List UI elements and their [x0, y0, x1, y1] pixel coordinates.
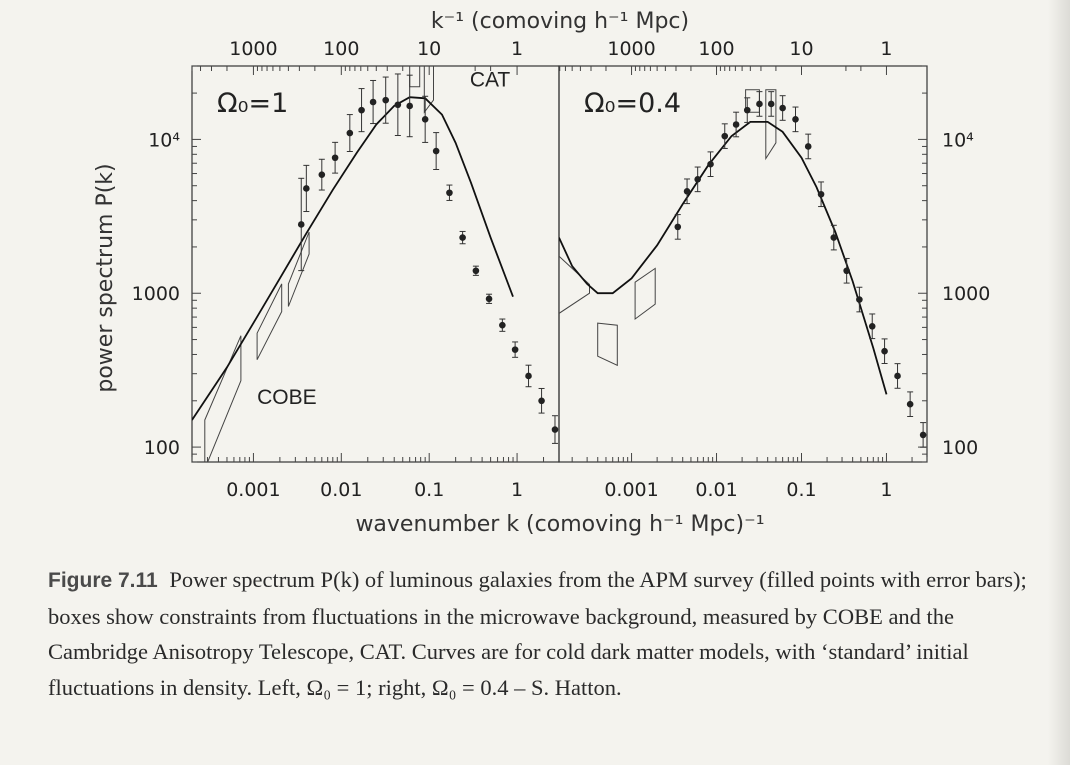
apm-data-point	[756, 100, 763, 108]
x-tick-label: 0.01	[695, 479, 737, 501]
cat-box-4	[423, 66, 434, 114]
apm-data-point	[817, 190, 825, 198]
x-tick-label: 1	[511, 479, 523, 501]
apm-data-point	[707, 160, 714, 168]
x-tick-label: 0.1	[414, 479, 444, 501]
constraint-boxes-left	[204, 66, 434, 462]
apm-data-point	[843, 267, 850, 275]
top-tick-label: 1	[880, 38, 892, 60]
left-axis-label: power spectrum P(k)	[93, 163, 118, 392]
apm-data-point	[421, 116, 429, 123]
x-tick-label: 0.01	[320, 479, 362, 501]
apm-data-point	[868, 322, 876, 330]
apm-data-point	[485, 295, 493, 303]
apm-data-point	[358, 106, 365, 114]
cobe-box-1	[597, 322, 618, 367]
cobe-box-1	[256, 283, 283, 360]
apm-data-point	[694, 176, 701, 183]
apm-data-point	[767, 100, 775, 108]
page-edge-shadow	[1048, 0, 1070, 765]
cobe-box-2	[634, 267, 656, 320]
cobe-box-0	[204, 335, 242, 462]
apm-data-point	[382, 96, 390, 104]
apm-data-point	[406, 102, 413, 110]
cat-box-3	[409, 66, 421, 88]
apm-data-point	[318, 171, 326, 178]
left-panel-omega-1: 0.001 0.01 0.1 1 1000 100 10 1 100 1000 10⁴ COBE CAT…	[132, 38, 560, 501]
apm-data-point	[459, 234, 466, 241]
y-tick-label: 100	[942, 437, 978, 459]
apm-data-point	[894, 372, 901, 380]
constraint-boxes-right	[559, 89, 777, 367]
apm-data-point	[446, 189, 453, 197]
x-tick-label: 0.001	[226, 479, 280, 501]
top-tick-label: 100	[323, 38, 359, 60]
apm-data-point	[856, 296, 863, 303]
omega-label-right: Ω₀=0.4	[584, 88, 681, 119]
apm-data-point	[432, 147, 440, 155]
apm-data-point	[779, 104, 786, 112]
top-tick-label: 1000	[607, 38, 655, 60]
apm-data-point	[919, 431, 927, 439]
top-tick-label: 100	[698, 38, 734, 60]
apm-data-point	[792, 116, 799, 123]
apm-data-point	[303, 185, 310, 192]
power-spectrum-figure: k⁻¹ (comoving h⁻¹ Mpc) wavenumber k (com…	[93, 9, 990, 537]
apm-data-point	[394, 101, 402, 109]
apm-data-point	[830, 234, 838, 241]
cdm-model-curve-left	[192, 96, 514, 421]
apm-data-point	[743, 106, 751, 114]
apm-data-point	[881, 347, 888, 355]
figure-caption: Figure 7.11 Power spectrum P(k) of lumin…	[48, 562, 1038, 705]
right-panel-omega-0.4: 0.001 0.01 0.1 1 1000 100 10 1 100 1000 10⁴ Ω₀=0.4	[558, 38, 990, 501]
apm-data-point	[551, 426, 559, 433]
apm-data-point	[472, 267, 480, 275]
apm-data-point	[297, 221, 305, 228]
x-tick-label: 0.001	[604, 479, 658, 501]
cat-label: CAT	[470, 69, 511, 92]
apm-data-point	[683, 187, 691, 195]
figure-number: Figure 7.11	[48, 569, 158, 592]
apm-data-point	[538, 397, 545, 405]
apm-data-point	[732, 121, 740, 128]
apm-data-point	[906, 400, 914, 408]
bottom-axis-label: wavenumber k (comoving h⁻¹ Mpc)⁻¹	[355, 512, 764, 537]
plot-frame-right	[558, 65, 928, 463]
top-tick-label: 10	[417, 38, 441, 60]
caption-text: Power spectrum P(k) of luminous galaxies…	[48, 567, 1027, 700]
y-tick-label: 1000	[942, 283, 990, 305]
y-tick-label: 10⁴	[148, 129, 180, 151]
x-tick-label: 1	[880, 479, 892, 501]
x-tick-label: 0.1	[786, 479, 816, 501]
cat-box-4	[765, 89, 777, 161]
top-tick-label: 1000	[229, 38, 277, 60]
cobe-label: COBE	[257, 386, 317, 409]
apm-data-point	[525, 372, 532, 380]
apm-data-point	[511, 346, 519, 353]
apm-data-point	[804, 143, 812, 150]
apm-data-point	[346, 129, 354, 137]
top-axis-label: k⁻¹ (comoving h⁻¹ Mpc)	[431, 9, 689, 34]
y-tick-label: 10⁴	[942, 129, 974, 151]
top-tick-label: 1	[511, 38, 523, 60]
y-tick-label: 100	[144, 437, 180, 459]
apm-data-point	[721, 132, 729, 140]
y-tick-label: 1000	[132, 283, 180, 305]
apm-data-point	[369, 98, 377, 106]
apm-data-point	[499, 321, 506, 329]
apm-data-point	[674, 223, 682, 231]
apm-data-point	[331, 154, 339, 162]
cobe-box-0	[559, 255, 590, 314]
cdm-model-curve-right	[559, 121, 888, 395]
top-tick-label: 10	[789, 38, 813, 60]
cobe-box-2	[287, 231, 310, 307]
omega-label-left: Ω₀=1	[217, 88, 288, 119]
